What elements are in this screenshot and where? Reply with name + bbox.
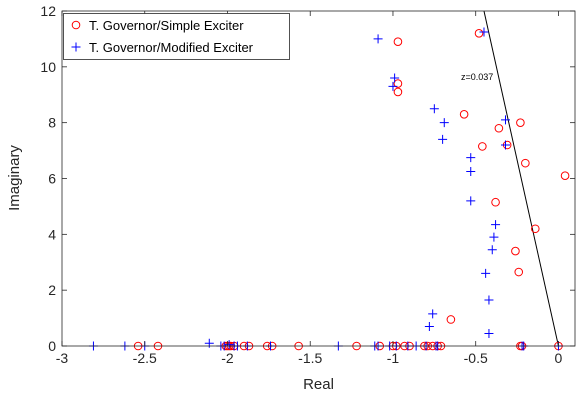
data-point-modified-exciter — [390, 73, 400, 83]
data-point-simple-exciter — [474, 29, 484, 38]
x-tick-label: -1 — [387, 350, 400, 366]
data-point-simple-exciter — [494, 123, 504, 133]
data-point-modified-exciter — [438, 134, 448, 144]
x-tick-label: -2 — [221, 350, 234, 366]
data-point-simple-exciter — [521, 158, 530, 168]
legend: T. Governor/Simple Exciter T. Governor/M… — [63, 13, 290, 60]
plot-background — [62, 11, 575, 346]
y-tick-label: 2 — [48, 282, 56, 298]
data-point-modified-exciter — [484, 295, 494, 305]
data-point-modified-exciter — [487, 245, 497, 255]
data-point-simple-exciter — [560, 171, 570, 181]
y-tick-label: 12 — [40, 3, 56, 19]
data-point-modified-exciter — [466, 167, 476, 177]
data-point-simple-exciter — [459, 109, 469, 119]
legend-label-simple-exciter: T. Governor/Simple Exciter — [89, 18, 244, 33]
data-point-modified-exciter — [388, 81, 398, 91]
y-tick-label: 0 — [48, 338, 56, 354]
damping-annotation: z=0.037 — [461, 72, 493, 82]
data-point-modified-exciter — [429, 104, 439, 114]
data-point-modified-exciter — [500, 115, 510, 125]
x-tick-label: 0 — [555, 350, 563, 366]
x-tick-label: -1.5 — [298, 350, 322, 366]
data-point-simple-exciter — [446, 315, 456, 324]
data-point-modified-exciter — [224, 340, 234, 350]
legend-marker-plus-icon — [71, 42, 81, 52]
damping-ratio-line — [483, 10, 559, 347]
data-point-modified-exciter — [439, 118, 449, 128]
data-point-modified-exciter — [466, 196, 476, 206]
y-tick-label: 10 — [40, 59, 56, 75]
y-tick-label: 8 — [48, 115, 56, 131]
y-tick-label: 4 — [48, 226, 56, 242]
y-axis-label: Imaginary — [6, 145, 23, 211]
data-point-modified-exciter — [484, 328, 494, 338]
data-point-modified-exciter — [466, 153, 476, 163]
data-point-simple-exciter — [530, 224, 540, 234]
data-point-modified-exciter — [424, 321, 434, 331]
data-point-modified-exciter — [428, 309, 438, 319]
data-point-modified-exciter — [481, 268, 491, 278]
data-point-modified-exciter — [491, 220, 501, 230]
legend-label-modified-exciter: T. Governor/Modified Exciter — [89, 40, 254, 55]
data-point-modified-exciter — [373, 34, 383, 44]
data-point-simple-exciter — [516, 118, 525, 127]
data-point-simple-exciter — [393, 79, 403, 88]
data-point-modified-exciter — [489, 232, 499, 242]
damping-line-group — [483, 10, 559, 347]
x-axis: -3 -2.5 -2 -1.5 -1 -0.5 0 — [56, 11, 563, 366]
x-axis-label: Real — [303, 376, 334, 393]
data-point-simple-exciter — [491, 197, 500, 207]
legend-box — [63, 13, 290, 60]
data-point-modified-exciter — [479, 27, 489, 37]
data-point-simple-exciter — [478, 142, 487, 151]
y-axis: 0 2 4 6 8 10 12 — [40, 3, 575, 354]
legend-marker-circle-icon — [71, 20, 81, 30]
data-point-simple-exciter — [393, 37, 403, 47]
data-point-simple-exciter — [393, 87, 403, 97]
x-tick-label: -3 — [56, 350, 69, 366]
x-tick-label: -2.5 — [133, 350, 157, 366]
data-point-simple-exciter — [514, 267, 524, 277]
y-tick-label: 6 — [48, 171, 56, 187]
x-tick-label: -0.5 — [464, 350, 488, 366]
data-point-simple-exciter — [511, 246, 520, 256]
data-point-modified-exciter — [500, 140, 510, 150]
